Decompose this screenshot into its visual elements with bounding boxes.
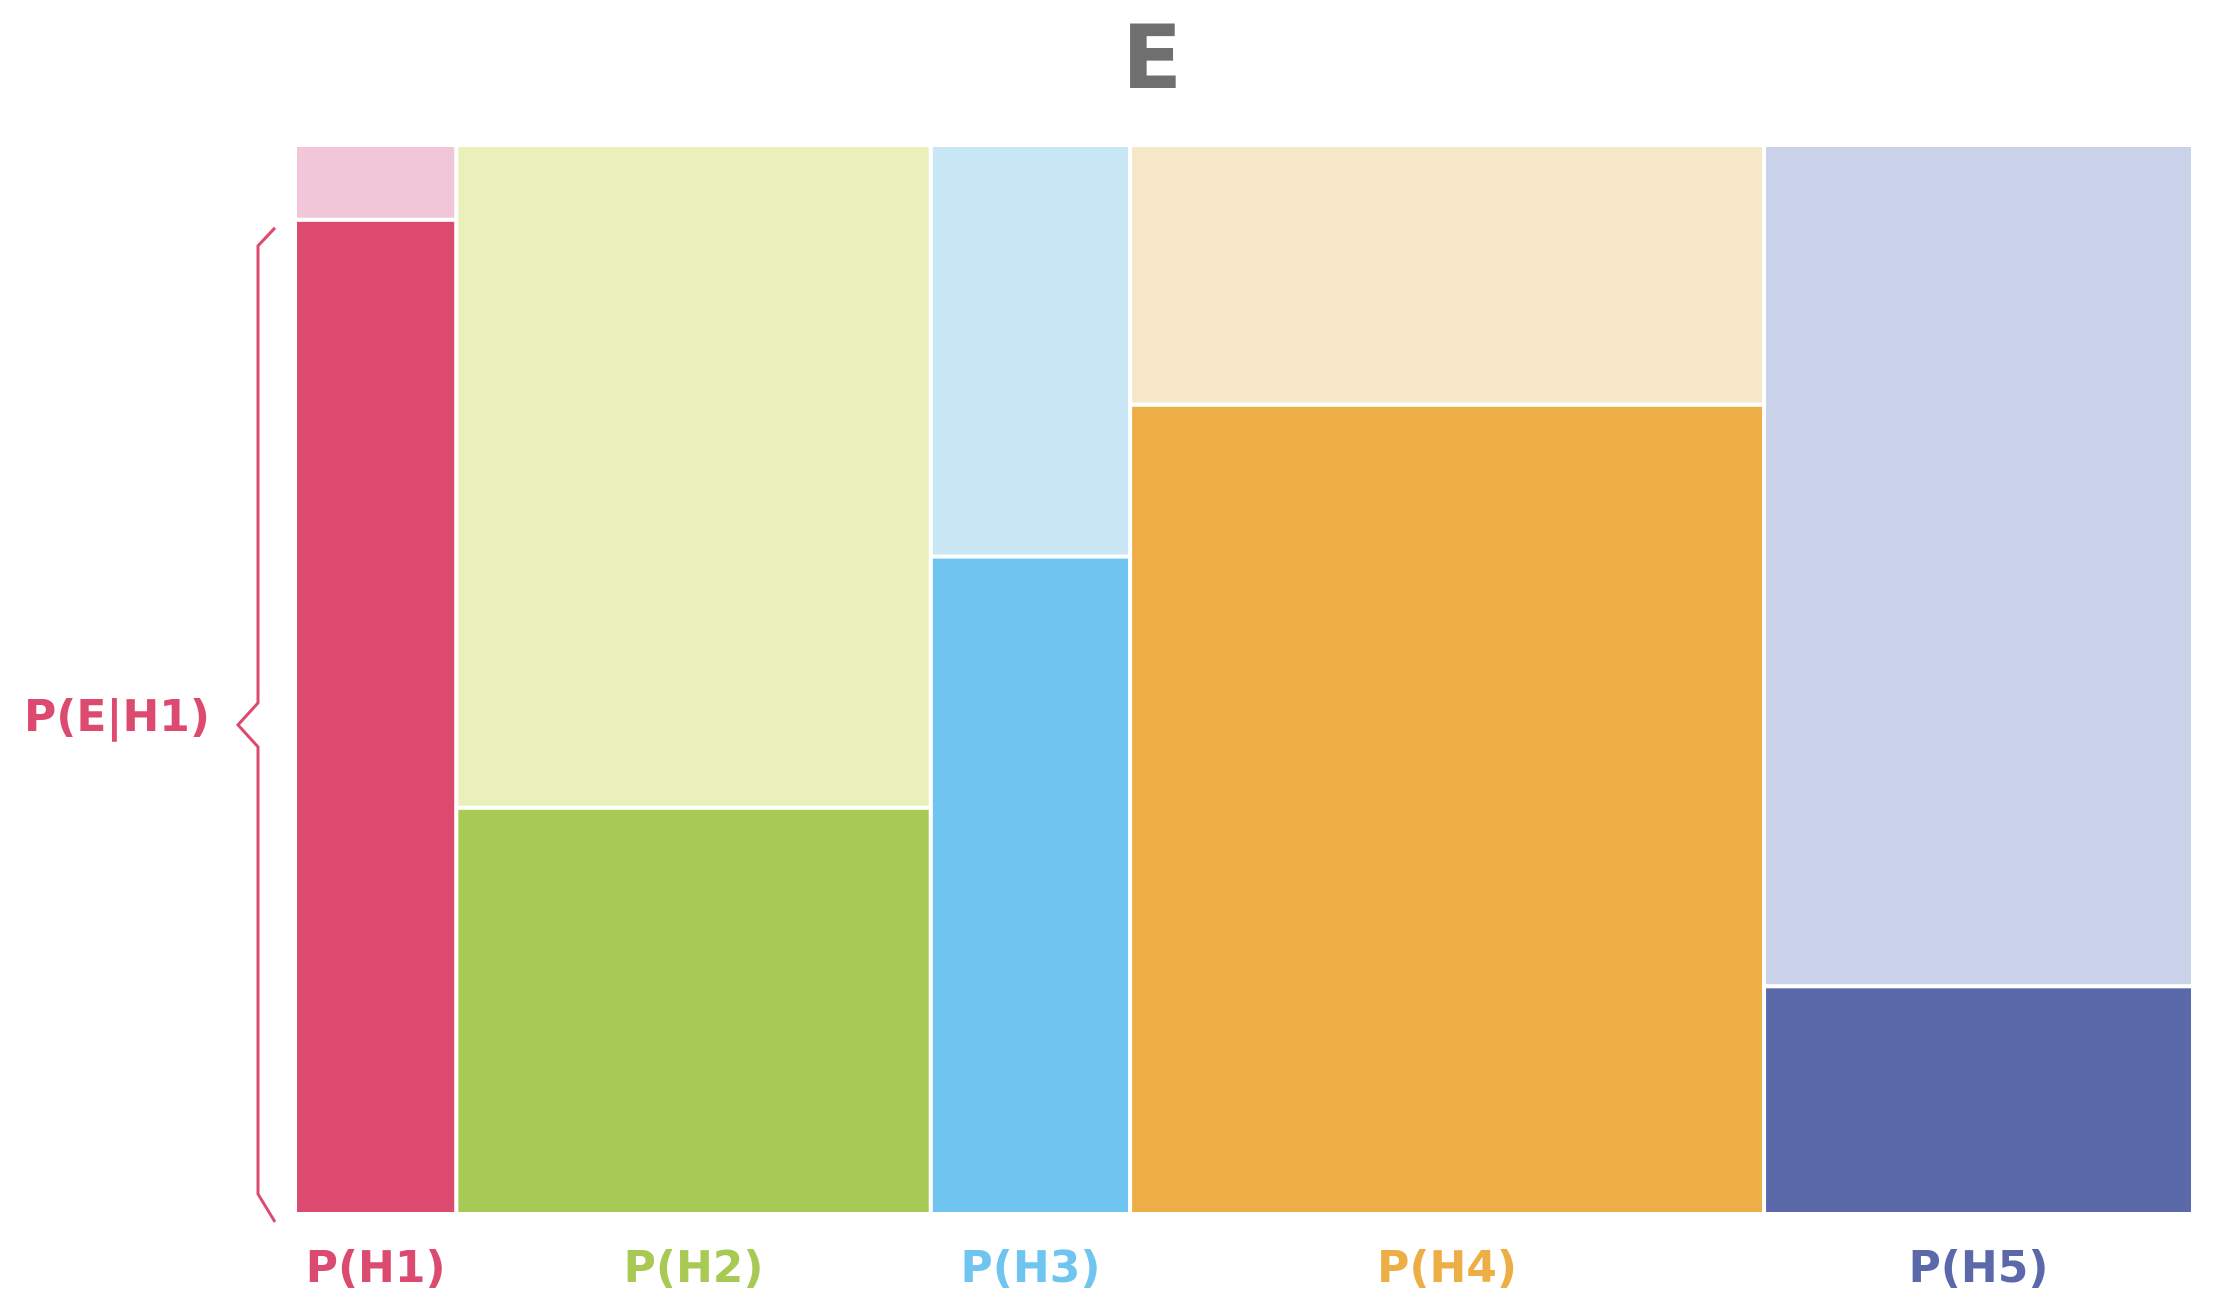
h4-not-evidence-region bbox=[1128, 143, 1767, 407]
h1-prior-label: P(H1) bbox=[306, 1242, 446, 1293]
likelihood-bracket bbox=[235, 226, 277, 1223]
h4-prior-label: P(H4) bbox=[1377, 1242, 1517, 1293]
h5-evidence-region bbox=[1762, 984, 2195, 1216]
h1-not-evidence-region bbox=[293, 143, 459, 222]
h2-evidence-region bbox=[454, 805, 933, 1217]
h2-not-evidence-region bbox=[454, 143, 933, 810]
h5-prior-label: P(H5) bbox=[1909, 1242, 2049, 1293]
h4-evidence-region bbox=[1128, 402, 1767, 1216]
h3-prior-label: P(H3) bbox=[961, 1242, 1101, 1293]
likelihood-bracket-label: P(E|H1) bbox=[24, 690, 211, 742]
h2-prior-label: P(H2) bbox=[624, 1242, 764, 1293]
diagram-title: E bbox=[1121, 6, 1183, 109]
h3-not-evidence-region bbox=[928, 143, 1133, 559]
h1-evidence-region bbox=[293, 217, 459, 1216]
h5-not-evidence-region bbox=[1762, 143, 2195, 989]
h3-evidence-region bbox=[928, 554, 1133, 1216]
